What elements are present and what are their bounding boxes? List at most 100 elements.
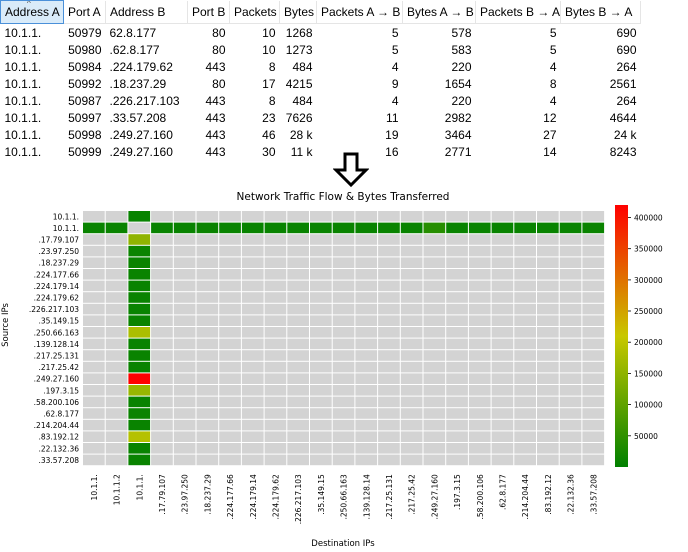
table-row[interactable]: 10.1.1. 50992 .18.237.29 80 17 4215 9 1654 8 2561 bbox=[1, 75, 641, 92]
column-header-address-a[interactable]: ^ Address A bbox=[0, 0, 64, 24]
heatmap-cell-empty bbox=[196, 408, 219, 419]
heatmap-cell-empty bbox=[582, 385, 605, 396]
heatmap-cell-empty bbox=[559, 408, 582, 419]
heatmap-cell-empty bbox=[241, 315, 264, 326]
heatmap-cell-empty bbox=[468, 211, 491, 222]
table-cell: 50999 bbox=[68, 144, 102, 159]
heatmap-cell-empty bbox=[105, 315, 128, 326]
heatmap-cell-empty bbox=[491, 361, 514, 373]
heatmap-cell-empty bbox=[264, 373, 287, 384]
heatmap-cell-empty bbox=[83, 234, 105, 245]
heatmap-cell-empty bbox=[537, 269, 559, 280]
heatmap-cell-empty bbox=[582, 350, 605, 361]
table-row[interactable]: 10.1.1. 50979 62.8.177 80 10 1268 5 578 5 690 bbox=[1, 24, 641, 42]
table-cell: 220 bbox=[451, 93, 472, 108]
heatmap-cell-empty bbox=[491, 280, 514, 292]
heatmap-cell-empty bbox=[468, 303, 491, 315]
heatmap-cell-empty bbox=[514, 338, 536, 350]
colorbar-tick-label: 400000 bbox=[634, 214, 663, 223]
heatmap-cell-filled bbox=[173, 222, 196, 234]
y-tick-label: 10.1.1. bbox=[53, 224, 79, 233]
heatmap-cell-empty bbox=[151, 338, 173, 350]
heatmap-cell-empty bbox=[468, 419, 491, 431]
column-header-packets[interactable]: Packets bbox=[229, 0, 280, 24]
column-header-label: Address A bbox=[5, 5, 60, 19]
heatmap-cell-empty bbox=[514, 269, 536, 280]
table-cell: 50979 bbox=[68, 25, 102, 40]
table-row[interactable]: 10.1.1. 50987 .226.217.103 443 8 484 4 220 4 264 bbox=[1, 92, 641, 109]
colorbar-tick-label: 200000 bbox=[634, 338, 663, 347]
heatmap-cell-empty bbox=[105, 385, 128, 396]
heatmap-cell-empty bbox=[582, 234, 605, 245]
heatmap-cell-empty bbox=[514, 408, 536, 419]
heatmap-cell-empty bbox=[559, 292, 582, 303]
heatmap-cell-empty bbox=[559, 373, 582, 384]
table-row[interactable]: 10.1.1. 50984 .224.179.62 443 8 484 4 220 4 264 bbox=[1, 58, 641, 75]
heatmap-cell-empty bbox=[83, 385, 105, 396]
heatmap-cell-empty bbox=[400, 303, 423, 315]
heatmap-cell-empty bbox=[219, 234, 241, 245]
colorbar-tick-label: 250000 bbox=[634, 307, 663, 316]
table-row[interactable]: 10.1.1. 50999 .249.27.160 443 30 11 k 16 2771 14… bbox=[1, 143, 641, 160]
heatmap-cell-empty bbox=[83, 443, 105, 454]
heatmap-cell-empty bbox=[537, 408, 559, 419]
heatmap-cell-filled bbox=[537, 222, 559, 234]
heatmap-cell-empty bbox=[582, 408, 605, 419]
heatmap-cell-empty bbox=[400, 431, 423, 442]
heatmap-cell-empty bbox=[310, 327, 332, 338]
heatmap-cell-empty bbox=[264, 269, 287, 280]
heatmap-cell-empty bbox=[219, 303, 241, 315]
heatmap-cell-empty bbox=[423, 315, 446, 326]
table-cell: 8 bbox=[268, 93, 276, 108]
table-cell: 10.1.1. bbox=[4, 42, 42, 57]
heatmap-cell-empty bbox=[151, 361, 173, 373]
table-cell: 4215 bbox=[285, 76, 313, 91]
heatmap-cell-empty bbox=[287, 292, 309, 303]
table-row[interactable]: 10.1.1. 50980 .62.8.177 80 10 1273 5 583 5 690 bbox=[1, 41, 641, 58]
heatmap-cell-empty bbox=[173, 292, 196, 303]
table-cell: 11 k bbox=[290, 144, 313, 159]
table-row[interactable]: 10.1.1. 50998 .249.27.160 443 46 28 k 19 3464 27… bbox=[1, 126, 641, 143]
column-header-bytes-a-to-b[interactable]: Bytes A → B bbox=[402, 0, 476, 24]
heatmap-cell-empty bbox=[196, 245, 219, 257]
heatmap-cell-empty bbox=[105, 338, 128, 350]
heatmap-cell-filled bbox=[128, 245, 151, 257]
heatmap-cell-empty bbox=[537, 419, 559, 431]
heatmap-cell-empty bbox=[83, 327, 105, 338]
heatmap-cell-empty bbox=[378, 280, 400, 292]
heatmap-cell-empty bbox=[83, 361, 105, 373]
heatmap-cell-empty bbox=[582, 303, 605, 315]
table-cell: 10.1.1. bbox=[4, 127, 42, 142]
heatmap-cell-empty bbox=[105, 292, 128, 303]
table-cell: 9 bbox=[391, 76, 399, 91]
column-header-bytes-b-to-a[interactable]: Bytes B → A bbox=[560, 0, 641, 24]
heatmap-cell-empty bbox=[446, 350, 468, 361]
table-row[interactable]: 10.1.1. 50997 .33.57.208 443 23 7626 11 2982 12 4… bbox=[1, 109, 641, 126]
heatmap-cell-empty bbox=[559, 443, 582, 454]
heatmap-cell-empty bbox=[582, 361, 605, 373]
column-header-packets-b-to-a[interactable]: Packets B → A bbox=[475, 0, 561, 24]
heatmap-cell-empty bbox=[378, 454, 400, 466]
heatmap-cell-empty bbox=[310, 443, 332, 454]
heatmap-cell-empty bbox=[151, 419, 173, 431]
x-tick-label: .224.179.62 bbox=[272, 474, 281, 520]
heatmap-cell-empty bbox=[491, 408, 514, 419]
column-header-bytes[interactable]: Bytes bbox=[279, 0, 317, 24]
table-cell: 11 bbox=[386, 110, 399, 125]
x-tick-label: 10.1.1. bbox=[90, 474, 99, 500]
heatmap-cell-empty bbox=[378, 350, 400, 361]
column-header-packets-a-to-b[interactable]: Packets A → B bbox=[316, 0, 403, 24]
heatmap-cell-empty bbox=[332, 245, 355, 257]
heatmap-cell-empty bbox=[559, 454, 582, 466]
column-header-address-b[interactable]: Address B bbox=[105, 0, 188, 24]
heatmap-cell-empty bbox=[446, 280, 468, 292]
heatmap-cell-empty bbox=[310, 280, 332, 292]
heatmap-cell-empty bbox=[559, 338, 582, 350]
heatmap-cell-empty bbox=[173, 361, 196, 373]
heatmap-cell-empty bbox=[537, 338, 559, 350]
conversation-table: ^ Address A Port A Address B Port B Packe… bbox=[0, 0, 641, 162]
heatmap-cell-empty bbox=[151, 327, 173, 338]
column-header-port-a[interactable]: Port A bbox=[63, 0, 106, 24]
column-header-port-b[interactable]: Port B bbox=[187, 0, 230, 24]
table-cell: 484 bbox=[292, 59, 313, 74]
